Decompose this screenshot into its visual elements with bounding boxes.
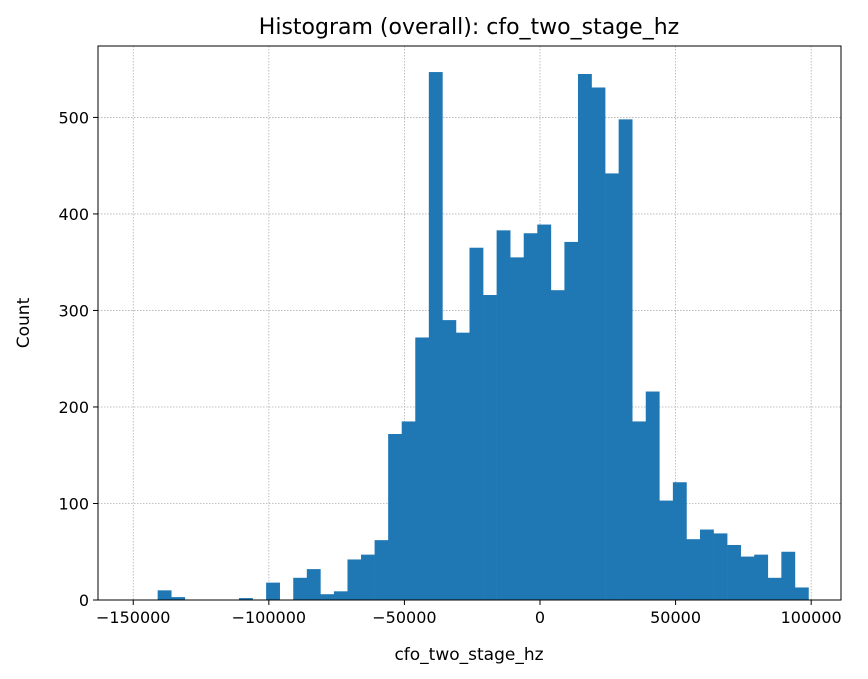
chart-title: Histogram (overall): cfo_two_stage_hz [259, 15, 679, 40]
histogram-bar [415, 337, 430, 600]
histogram-bar [577, 73, 592, 600]
histogram-bar [659, 500, 674, 600]
histogram-bars [157, 72, 809, 601]
x-tick-label: 100000 [781, 608, 842, 627]
x-axis-label: cfo_two_stage_hz [394, 645, 543, 665]
histogram-bar [618, 119, 633, 600]
histogram-bar [645, 391, 660, 600]
histogram-bar [239, 598, 253, 600]
histogram-bar [767, 577, 782, 600]
histogram-bar [754, 554, 769, 600]
histogram-bar [727, 544, 741, 600]
x-tick-label: −100000 [232, 608, 306, 627]
x-tick-label: 50000 [650, 608, 701, 627]
histogram-bar [713, 533, 728, 600]
histogram-bar [672, 482, 687, 600]
histogram-bar [442, 320, 457, 600]
histogram-bar [333, 591, 348, 600]
y-tick-label: 200 [58, 398, 89, 417]
y-axis-label: Count [14, 297, 34, 348]
histogram-bar [591, 87, 606, 601]
histogram-bar [171, 597, 186, 600]
histogram-bar [632, 421, 647, 600]
x-tick-label: −150000 [96, 608, 170, 627]
histogram-bar [361, 554, 375, 600]
y-tick-label: 400 [58, 205, 89, 224]
histogram-bar [537, 224, 552, 600]
histogram-bar [455, 332, 470, 600]
x-axis-ticks: −150000 −100000 −50000 0 50000 100000 [96, 600, 842, 627]
histogram-bar [306, 569, 321, 600]
histogram-bar [293, 577, 308, 600]
y-tick-label: 100 [58, 494, 89, 513]
histogram-bar [388, 433, 403, 600]
histogram-bar [794, 587, 809, 600]
histogram-bar [428, 72, 443, 601]
histogram-bar [781, 551, 796, 600]
histogram-bar [523, 233, 538, 600]
histogram-bar [605, 173, 619, 600]
histogram-bar [496, 230, 511, 600]
histogram-bar [320, 594, 335, 600]
y-tick-label: 0 [79, 591, 89, 610]
histogram-bar [510, 257, 525, 600]
histogram-bar [740, 556, 755, 600]
histogram-bar [401, 421, 416, 600]
plot-frame [97, 45, 842, 601]
histogram-bar [686, 539, 701, 600]
x-tick-label: −50000 [372, 608, 436, 627]
histogram-bar [374, 540, 389, 600]
y-tick-label: 300 [58, 301, 89, 320]
histogram-bar [157, 590, 172, 600]
histogram-bar [347, 559, 362, 600]
histogram-bar [469, 247, 484, 600]
histogram-bar [266, 582, 280, 600]
histogram-bar [564, 241, 579, 601]
y-axis-ticks: 0 100 200 300 400 500 [58, 108, 98, 610]
histogram-bar [483, 295, 497, 600]
y-tick-label: 500 [58, 108, 89, 127]
histogram-bar [699, 529, 714, 600]
histogram-bar [550, 290, 565, 600]
x-tick-label: 0 [535, 608, 545, 627]
